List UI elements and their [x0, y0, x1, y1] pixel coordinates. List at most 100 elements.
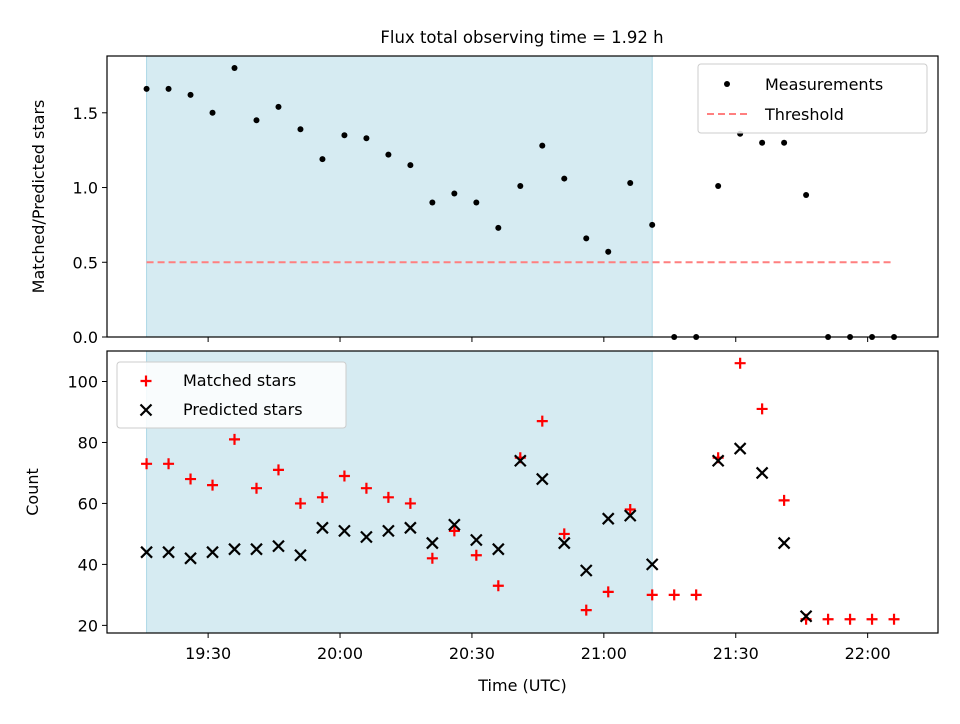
matched-star-point — [844, 613, 856, 625]
matched-star-point — [756, 403, 768, 415]
y-axis-label: Count — [23, 468, 42, 516]
measurement-point — [231, 64, 238, 71]
measurement-point — [363, 135, 370, 142]
legend-matched-label: Matched stars — [183, 371, 296, 390]
matched-star-point — [602, 586, 614, 598]
predicted-star-point — [711, 454, 725, 468]
predicted-star-point — [316, 521, 329, 535]
x-tick-label: 20:00 — [317, 644, 363, 663]
legend-predicted-label: Predicted stars — [183, 400, 303, 419]
measurement-point — [429, 199, 436, 206]
matched-star-point — [360, 482, 372, 494]
y-tick-label: 60 — [78, 494, 98, 513]
measurement-point — [297, 126, 304, 133]
x-tick-label: 21:00 — [581, 644, 627, 663]
predicted-star-point — [623, 509, 637, 522]
top-panel: 0.0 0.5 1.0 1.5 Matched/Predicted stars Measu… — [29, 55, 939, 347]
predicted-star-point — [272, 539, 285, 553]
matched-star-point — [382, 491, 394, 503]
y-tick-label: 0.5 — [73, 253, 98, 272]
matched-star-point — [426, 552, 438, 564]
predicted-star-point — [557, 536, 571, 550]
measurement-point — [275, 103, 282, 110]
predicted-star-point — [360, 530, 373, 544]
predicted-star-point — [645, 558, 659, 571]
predicted-star-point — [382, 524, 395, 538]
predicted-star-point — [579, 564, 593, 577]
measurement-point — [495, 224, 502, 231]
matched-star-point — [470, 549, 482, 561]
matched-star-point — [646, 589, 658, 601]
measurement-point — [385, 151, 392, 158]
predicted-star-point — [338, 524, 351, 538]
measurement-point — [561, 175, 568, 182]
matched-star-point — [492, 580, 504, 592]
legend-threshold-label: Threshold — [764, 105, 844, 124]
matched-star-point — [558, 528, 570, 540]
matched-star-point — [316, 491, 328, 503]
matched-star-point — [866, 613, 878, 625]
measurement-point — [143, 85, 150, 92]
legend-predicted-marker — [139, 403, 153, 417]
y-tick-label: 40 — [78, 555, 98, 574]
measurement-point — [319, 156, 326, 163]
measurement-point — [605, 248, 612, 255]
predicted-star-point — [184, 552, 197, 565]
y-tick-label: 0.0 — [73, 328, 98, 347]
matched-star-point — [448, 525, 460, 537]
measurement-point — [517, 183, 524, 190]
predicted-star-point — [162, 545, 175, 559]
y-tick-label: 1.0 — [73, 179, 98, 198]
matched-star-point — [624, 504, 636, 516]
matched-star-point — [272, 464, 284, 476]
measurement-point — [715, 183, 722, 190]
predicted-star-point — [470, 533, 483, 547]
matched-star-point — [185, 473, 197, 485]
matched-star-point — [778, 494, 790, 506]
legend-box — [116, 361, 347, 429]
measurement-point — [187, 91, 194, 98]
measurement-point — [253, 117, 260, 124]
y-tick-label: 20 — [78, 616, 98, 635]
x-tick-label: 21:30 — [713, 644, 759, 663]
measurement-point — [627, 180, 634, 187]
predicted-star-point — [426, 536, 439, 550]
matched-star-point — [338, 470, 350, 482]
measurement-point — [583, 235, 590, 242]
predicted-star-point — [448, 518, 461, 532]
predicted-star-point — [514, 454, 527, 468]
predicted-star-point — [755, 466, 769, 480]
legend: Matched stars Predicted stars — [116, 361, 347, 429]
measurement-point — [781, 139, 788, 146]
measurement-point — [451, 190, 458, 197]
matched-star-point — [404, 497, 416, 509]
matched-star-point — [690, 589, 702, 601]
y-tick-label: 100 — [67, 372, 98, 391]
measurement-point — [803, 192, 810, 199]
predicted-star-point — [250, 542, 263, 556]
bottom-panel: 20 40 60 80 100 19:30 20:00 20:30 21:00 21:30 22:0… — [23, 350, 939, 695]
predicted-star-point — [733, 442, 747, 455]
y-tick-label: 80 — [78, 433, 98, 452]
legend-box — [697, 63, 928, 134]
legend-measurements-marker — [724, 81, 730, 87]
legend: Measurements Threshold — [697, 63, 928, 134]
legend-matched-marker — [140, 375, 152, 387]
measurement-point — [341, 132, 348, 139]
matched-star-point — [141, 458, 153, 470]
predicted-star-point — [140, 545, 153, 559]
measurement-point — [209, 109, 216, 116]
matched-star-point — [734, 357, 746, 369]
predicted-star-point — [536, 472, 549, 486]
matched-star-point — [229, 433, 241, 445]
predicted-star-point — [294, 548, 307, 562]
predicted-star-point — [228, 542, 241, 556]
measurement-point — [649, 221, 656, 228]
predicted-star-point — [206, 545, 219, 559]
matched-star-point — [580, 604, 592, 616]
matched-star-point — [294, 497, 306, 509]
measurement-point — [759, 139, 766, 146]
matched-star-point — [822, 613, 834, 625]
matched-star-point — [250, 482, 262, 494]
